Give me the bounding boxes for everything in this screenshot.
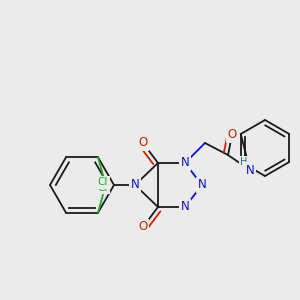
Text: O: O [138, 136, 148, 149]
Text: Cl: Cl [98, 177, 108, 187]
Text: O: O [227, 128, 237, 142]
Text: N: N [181, 157, 189, 169]
Text: N: N [198, 178, 206, 191]
Text: N: N [130, 178, 140, 191]
Text: N: N [246, 164, 254, 176]
Text: H: H [240, 157, 248, 167]
Text: N: N [181, 200, 189, 214]
Text: Cl: Cl [98, 183, 108, 193]
Text: O: O [138, 220, 148, 233]
